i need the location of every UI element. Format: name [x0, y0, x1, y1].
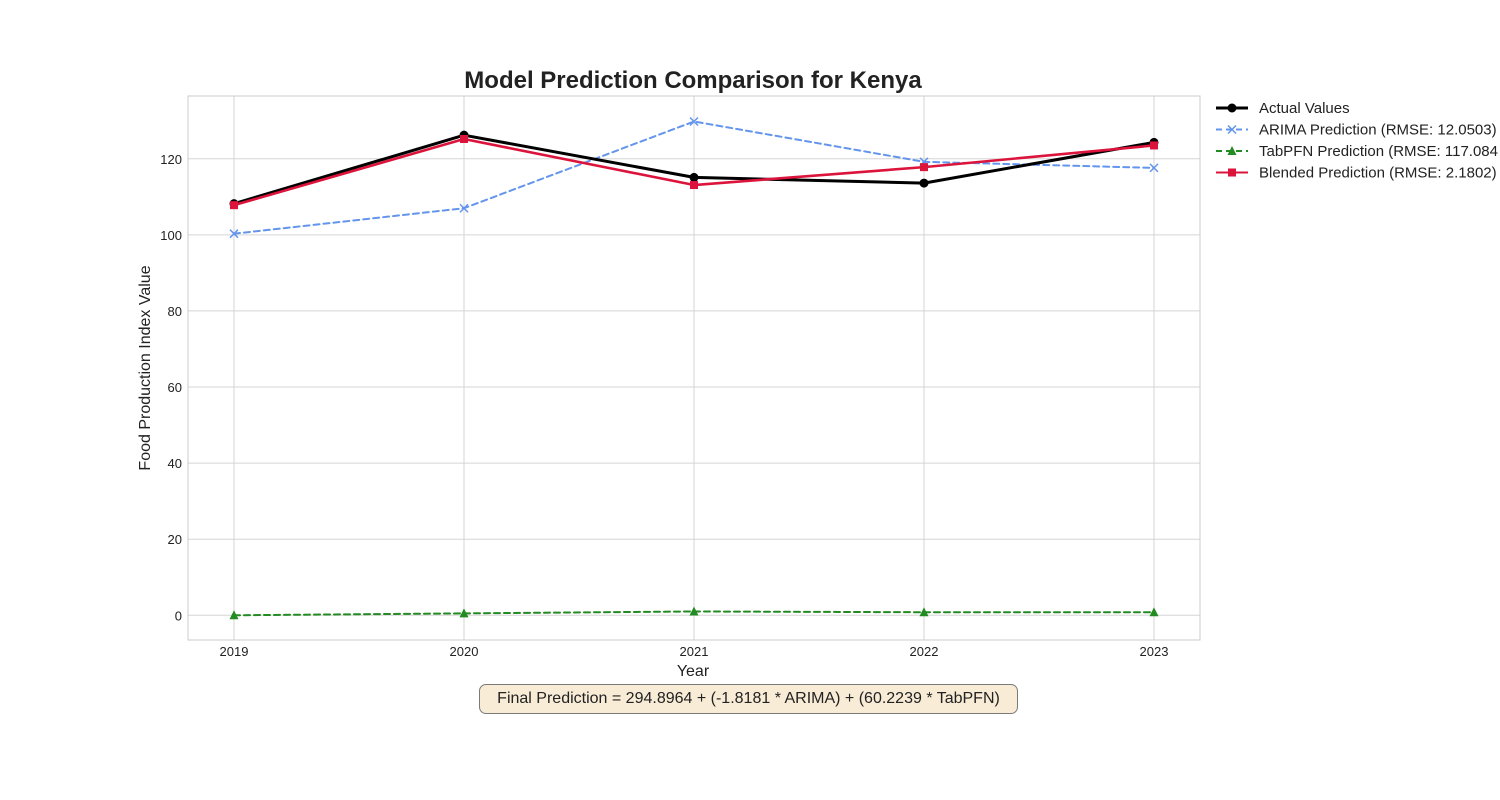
y-tick-label: 80	[168, 304, 182, 319]
y-tick-label: 100	[160, 228, 182, 243]
data-point-marker	[1149, 163, 1159, 173]
legend-label: TabPFN Prediction (RMSE: 117.084	[1259, 143, 1498, 160]
x-tick-label: 2020	[450, 644, 479, 659]
legend-marker	[1227, 103, 1237, 113]
legend-marker	[1228, 168, 1236, 177]
y-tick-label: 120	[160, 152, 182, 167]
legend-entry: TabPFN Prediction (RMSE: 117.084	[1216, 143, 1498, 160]
x-tick-label: 2019	[220, 644, 249, 659]
x-tick-label: 2021	[680, 644, 709, 659]
legend-marker	[1227, 146, 1237, 155]
series-layer	[229, 116, 1159, 620]
series-1	[229, 116, 1159, 239]
data-point-marker	[460, 134, 468, 143]
data-point-marker	[229, 229, 239, 239]
series-2	[229, 606, 1159, 620]
data-point-marker	[919, 607, 929, 617]
plot-area-frame	[187, 95, 1201, 641]
data-point-marker	[690, 181, 698, 190]
data-point-marker	[689, 116, 699, 127]
legend-entry: Blended Prediction (RMSE: 2.1802)	[1216, 165, 1497, 182]
legend-marker	[1227, 124, 1237, 135]
data-point-marker	[689, 606, 699, 616]
x-axis-label: Year	[677, 663, 710, 680]
legend-label: Actual Values	[1259, 100, 1350, 117]
data-point-marker	[459, 203, 469, 213]
data-point-marker	[229, 610, 239, 620]
x-tick-label: 2023	[1140, 644, 1169, 659]
legend-entry: ARIMA Prediction (RMSE: 12.0503)	[1216, 122, 1497, 139]
data-point-marker	[689, 172, 699, 182]
data-point-marker	[920, 163, 928, 172]
y-tick-label: 0	[175, 608, 182, 623]
data-point-marker	[230, 201, 238, 210]
y-axis-ticks: 0 20 40 60 80 100 120	[160, 152, 182, 624]
y-tick-label: 20	[168, 532, 182, 547]
x-axis-ticks: 2019 2020 2021 2022 2023	[220, 644, 1169, 659]
legend-entry: Actual Values	[1216, 100, 1350, 117]
series-line	[233, 120, 1155, 235]
y-axis-label: Food Production Index Value	[137, 265, 154, 470]
series-3	[230, 134, 1158, 210]
legend-label: Blended Prediction (RMSE: 2.1802)	[1259, 165, 1497, 182]
y-tick-label: 60	[168, 380, 182, 395]
data-point-marker	[1149, 607, 1159, 617]
x-tick-label: 2022	[910, 644, 939, 659]
data-point-marker	[919, 178, 929, 188]
legend: Actual Values ARIMA Prediction (RMSE: 12.…	[1216, 100, 1498, 182]
final-prediction-annotation: Final Prediction = 294.8964 + (-1.8181 *…	[479, 684, 1018, 714]
chart-title: Model Prediction Comparison for Kenya	[464, 67, 922, 94]
legend-label: ARIMA Prediction (RMSE: 12.0503)	[1259, 122, 1497, 139]
y-tick-label: 40	[168, 456, 182, 471]
data-point-marker	[1150, 141, 1158, 150]
data-point-marker	[459, 608, 469, 618]
